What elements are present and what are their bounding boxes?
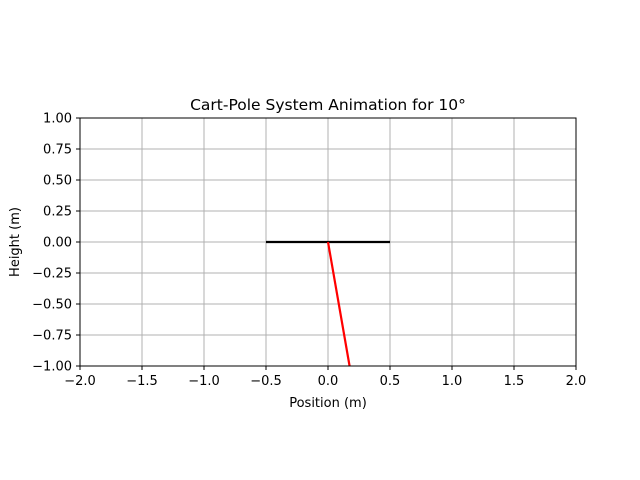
y-tick-label: 1.00	[43, 112, 72, 127]
y-tick-label: 0.50	[43, 174, 72, 189]
x-tick-label: 1.0	[442, 374, 463, 389]
y-tick-label: −1.00	[32, 360, 72, 375]
x-tick-label: −0.5	[250, 374, 282, 389]
chart-title: Cart-Pole System Animation for 10°	[190, 96, 466, 114]
y-tick-label: 0.25	[43, 205, 72, 220]
x-tick-label: 0.0	[318, 374, 339, 389]
y-tick-label: 0.00	[43, 236, 72, 251]
y-tick-label: −0.25	[32, 267, 72, 282]
x-tick-label: 1.5	[504, 374, 525, 389]
x-tick-label: −2.0	[64, 374, 96, 389]
y-axis-label: Height (m)	[8, 207, 23, 277]
y-tick-label: −0.50	[32, 298, 72, 313]
y-tick-label: 0.75	[43, 143, 72, 158]
x-axis-ticks: −2.0 −1.5 −1.0 −0.5 0.0 0.5 1.0 1.5 2.0	[64, 366, 586, 389]
y-axis-ticks: 1.00 0.75 0.50 0.25 0.00 −0.25 −0.50 −0.75 −1.00	[32, 112, 80, 375]
pole-line	[326, 241, 351, 367]
x-axis-label: Position (m)	[289, 396, 367, 411]
series-group	[266, 240, 390, 367]
y-tick-label: −0.75	[32, 329, 72, 344]
x-tick-label: 2.0	[566, 374, 587, 389]
x-tick-label: −1.5	[126, 374, 158, 389]
x-tick-label: 0.5	[380, 374, 401, 389]
x-tick-label: −1.0	[188, 374, 220, 389]
